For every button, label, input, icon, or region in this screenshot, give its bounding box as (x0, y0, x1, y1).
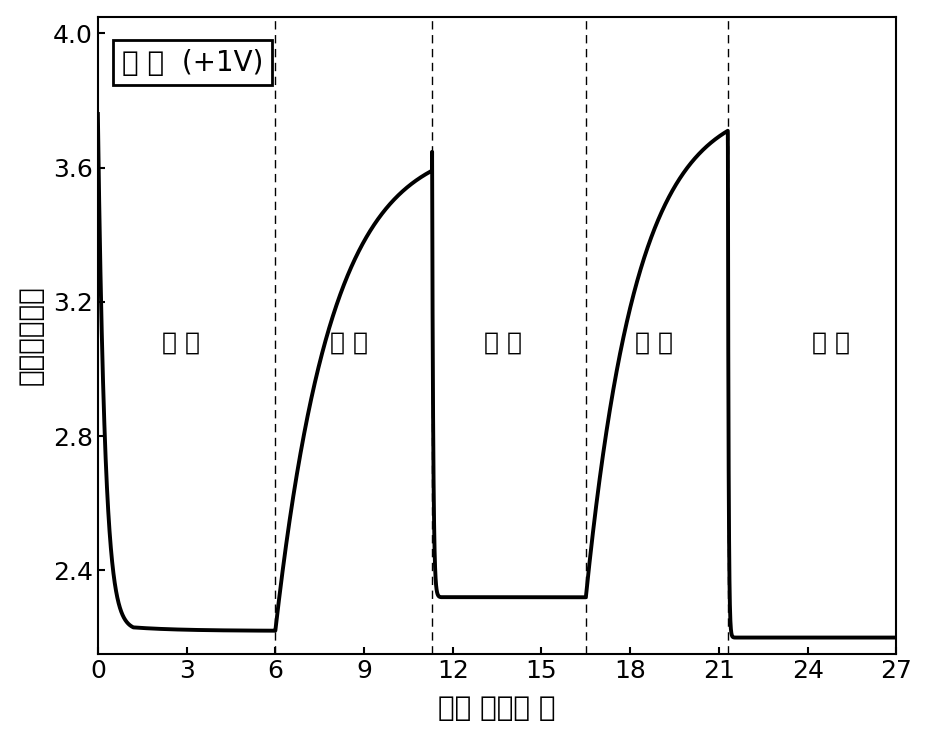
Text: 空 气: 空 气 (634, 330, 672, 354)
Text: 空 气: 空 气 (329, 330, 367, 354)
Text: 氢 气: 氢 气 (483, 330, 522, 354)
Text: 氢 气: 氢 气 (161, 330, 200, 354)
Text: 氢 气: 氢 气 (811, 330, 849, 354)
Text: 偏 压  (+1V): 偏 压 (+1V) (122, 49, 263, 77)
Y-axis label: 电阻（千欧）: 电阻（千欧） (17, 286, 45, 386)
X-axis label: 时间 （分钉 ）: 时间 （分钉 ） (438, 695, 555, 722)
